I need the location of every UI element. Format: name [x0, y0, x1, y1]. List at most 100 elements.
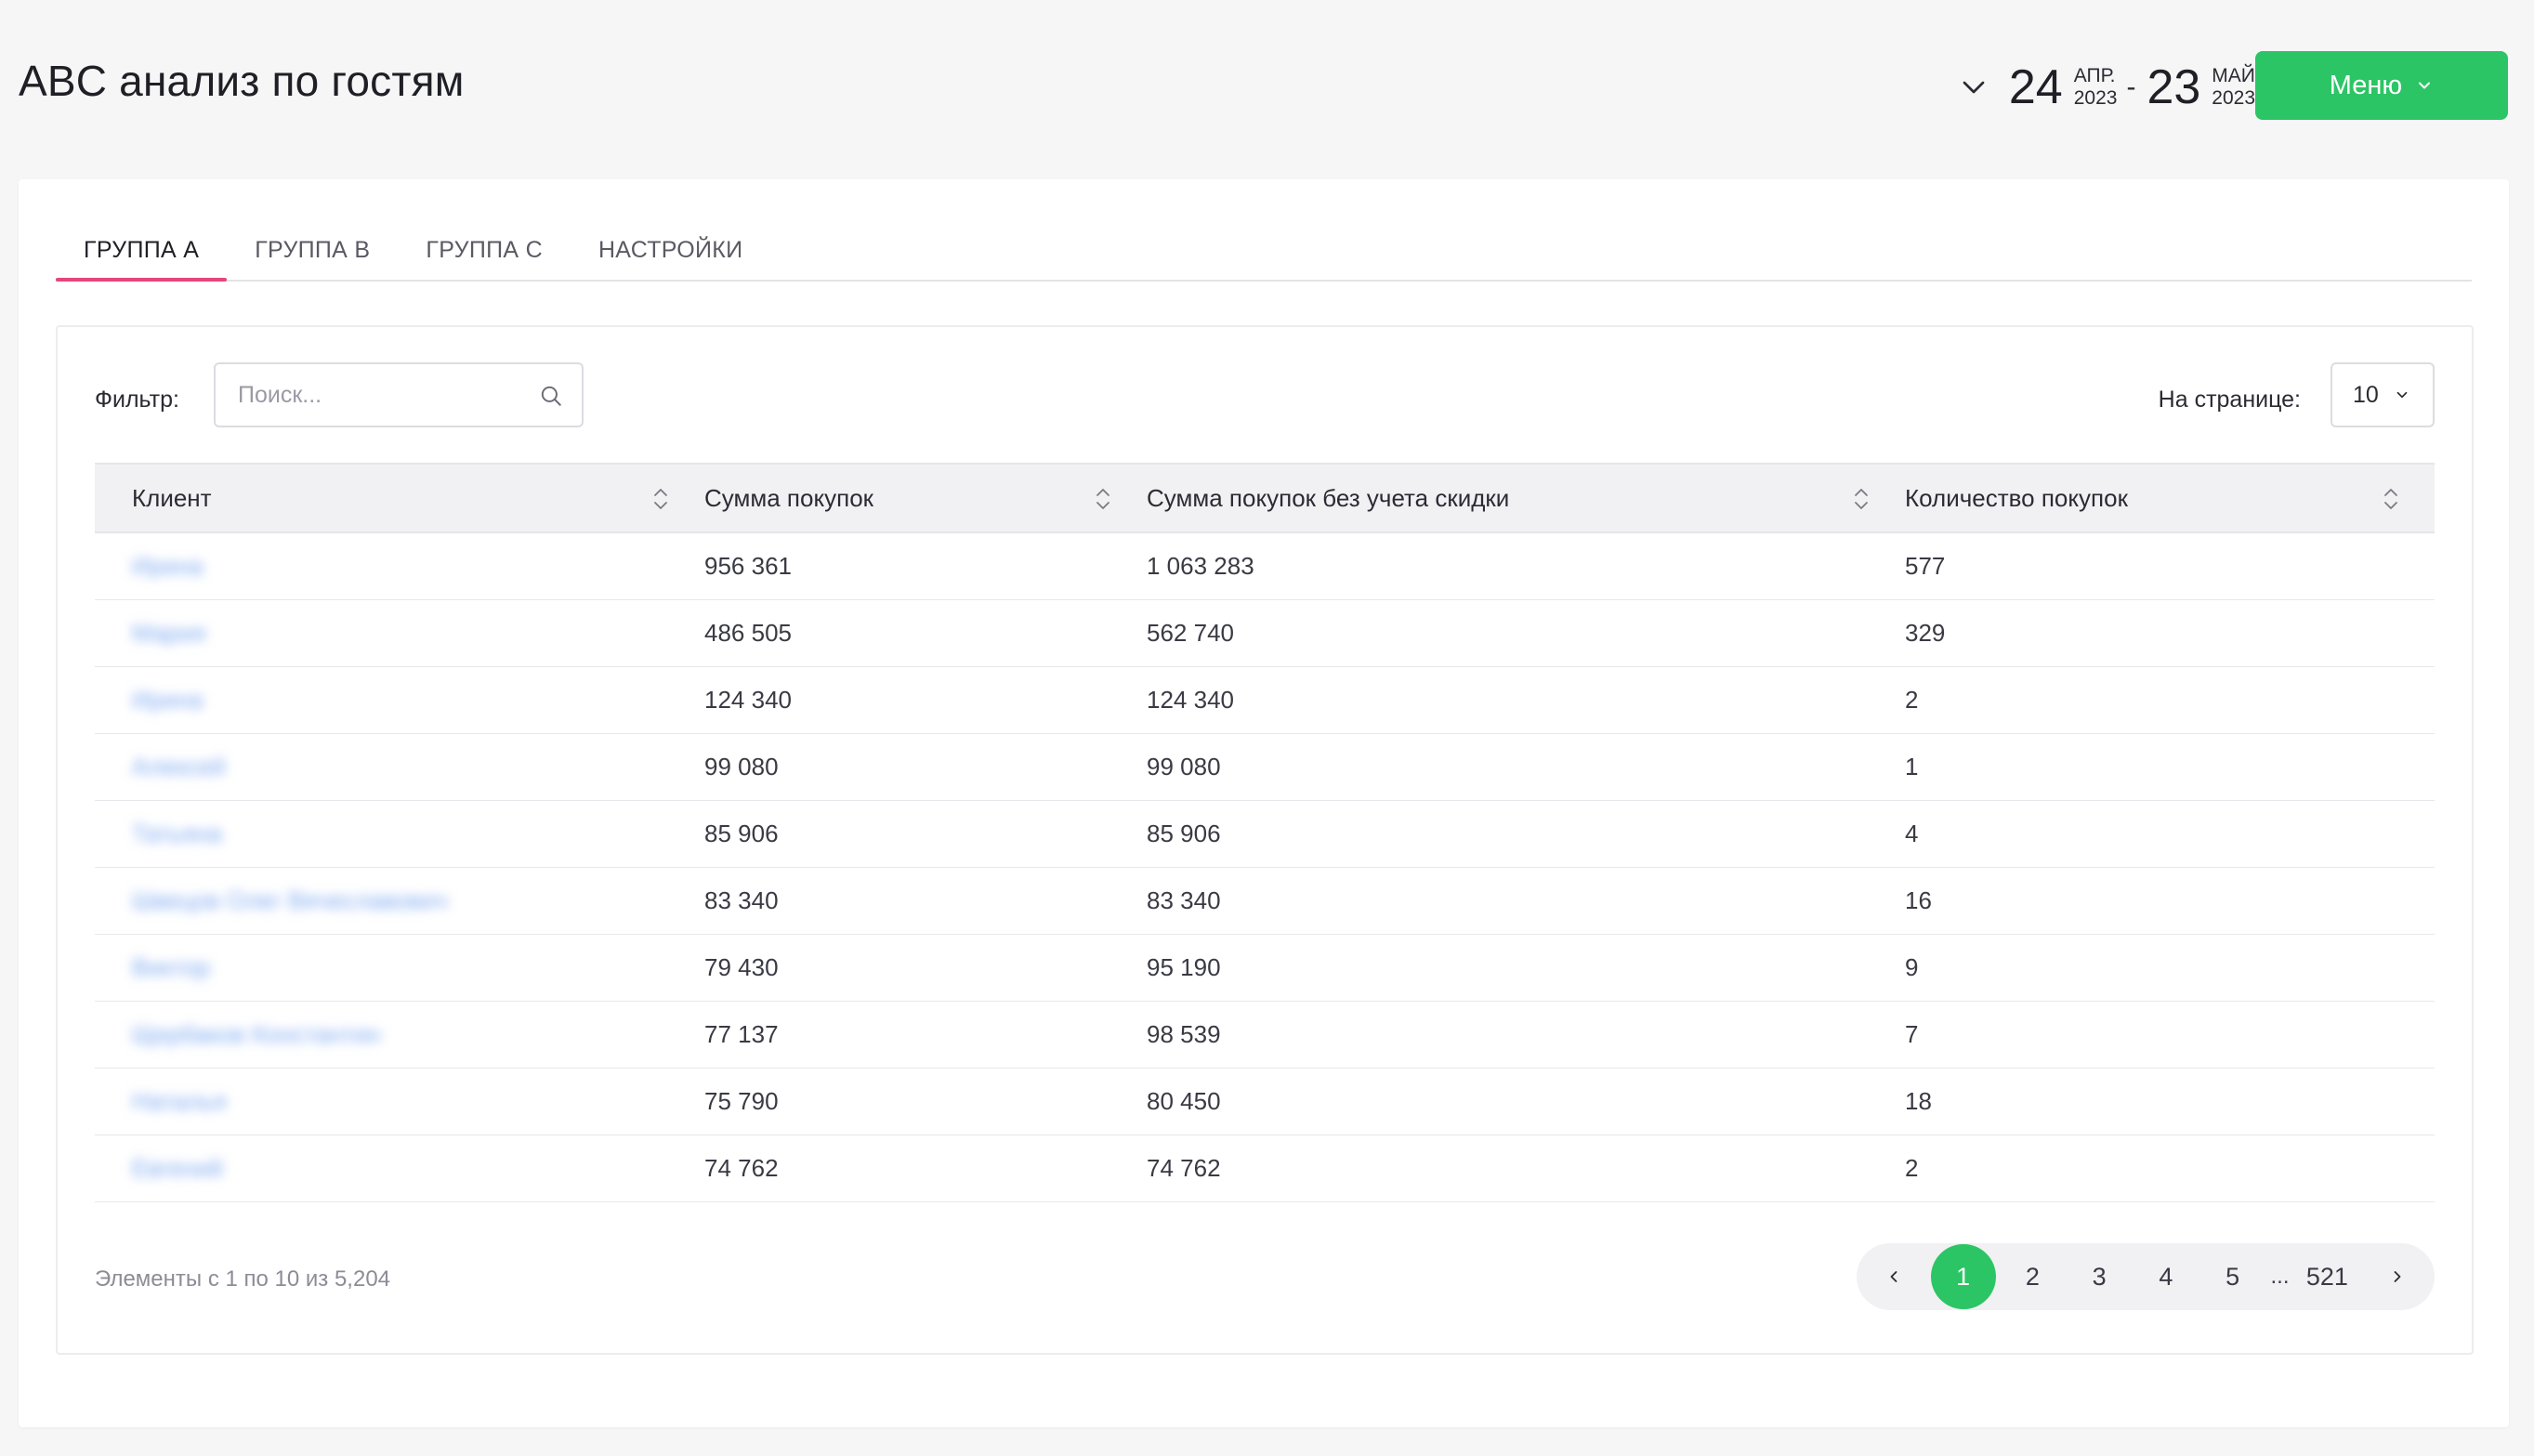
- column-header-label: Клиент: [132, 483, 212, 512]
- chevron-down-icon[interactable]: [1955, 69, 1992, 106]
- content-card: ГРУППА A ГРУППА B ГРУППА C НАСТРОЙКИ Фил…: [19, 179, 2509, 1427]
- data-table: Клиент Сумма покупок: [95, 463, 2435, 1202]
- sum-cell: 85 906: [704, 800, 1147, 868]
- sum-cell: 79 430: [704, 934, 1147, 1002]
- column-header-label: Сумма покупок без учета скидки: [1147, 483, 1510, 512]
- client-cell[interactable]: Швецов Олег Вячеславович: [95, 867, 704, 935]
- date-start-month: АПР.: [2073, 65, 2116, 86]
- table-row: Виктор 79 430 95 190 9: [95, 934, 2435, 1002]
- sum-no-discount-cell: 85 906: [1147, 800, 1905, 868]
- filter-label: Фильтр:: [95, 387, 179, 413]
- date-start-meta: АПР. 2023: [2074, 65, 2118, 110]
- sort-icon[interactable]: [650, 485, 671, 513]
- sum-no-discount-cell: 98 539: [1147, 1001, 1905, 1069]
- client-link[interactable]: Наталья: [132, 1087, 227, 1115]
- table-row: Татьяна 85 906 85 906 4: [95, 800, 2435, 868]
- count-cell: 7: [1905, 1001, 2435, 1069]
- pagination-page-button[interactable]: 2: [2025, 1262, 2040, 1291]
- client-cell[interactable]: Мария: [95, 599, 704, 667]
- chevron-right-icon: [2394, 1271, 2401, 1282]
- sum-cell: 77 137: [704, 1001, 1147, 1069]
- per-page-select[interactable]: 10: [2330, 362, 2435, 427]
- pagination-ellipsis: ...: [2270, 1264, 2290, 1289]
- count-cell: 2: [1905, 666, 2435, 734]
- client-cell[interactable]: Наталья: [95, 1068, 704, 1135]
- client-link[interactable]: Виктор: [132, 953, 211, 981]
- client-link[interactable]: Алексей: [132, 753, 226, 780]
- client-link[interactable]: Ирина: [132, 552, 204, 580]
- count-cell: 9: [1905, 934, 2435, 1002]
- sum-no-discount-cell: 80 450: [1147, 1068, 1905, 1135]
- column-header-label: Количество покупок: [1905, 483, 2128, 512]
- sum-no-discount-cell: 562 740: [1147, 599, 1905, 667]
- sum-no-discount-cell: 1 063 283: [1147, 532, 1905, 600]
- table-row: Евгений 74 762 74 762 2: [95, 1135, 2435, 1202]
- client-link[interactable]: Татьяна: [132, 820, 222, 847]
- pagination-next-button[interactable]: [2360, 1243, 2435, 1310]
- table-row: Швецов Олег Вячеславович 83 340 83 340 1…: [95, 867, 2435, 935]
- menu-button-label: Меню: [2329, 70, 2403, 100]
- sum-cell: 83 340: [704, 867, 1147, 935]
- count-cell: 577: [1905, 532, 2435, 600]
- client-link[interactable]: Мария: [132, 619, 206, 647]
- sum-no-discount-cell: 95 190: [1147, 934, 1905, 1002]
- client-cell[interactable]: Щербаков Константин: [95, 1001, 704, 1069]
- tab-group-c[interactable]: ГРУППА C: [426, 237, 543, 263]
- column-header-label: Сумма покупок: [704, 483, 874, 512]
- pagination-page-button[interactable]: 4: [2159, 1262, 2173, 1291]
- column-header-client[interactable]: Клиент: [95, 463, 704, 533]
- per-page-label: На странице:: [2158, 387, 2301, 413]
- per-page-value: 10: [2353, 381, 2379, 408]
- client-link[interactable]: Швецов Олег Вячеславович: [132, 886, 448, 914]
- sort-icon[interactable]: [1851, 485, 1871, 513]
- column-header-count[interactable]: Количество покупок: [1905, 463, 2435, 533]
- table-row: Ирина 124 340 124 340 2: [95, 666, 2435, 734]
- client-cell[interactable]: Ирина: [95, 666, 704, 734]
- tab-group-b[interactable]: ГРУППА B: [255, 237, 371, 263]
- tab-settings[interactable]: НАСТРОЙКИ: [597, 237, 743, 263]
- table-panel: Фильтр: На странице: 10: [56, 325, 2474, 1355]
- chevron-left-icon: [1890, 1271, 1897, 1282]
- pagination-last-page-button[interactable]: 521: [2305, 1262, 2348, 1291]
- count-cell: 1: [1905, 733, 2435, 801]
- client-link[interactable]: Евгений: [132, 1154, 223, 1182]
- client-cell[interactable]: Ирина: [95, 532, 704, 600]
- pagination-page-button[interactable]: 3: [2092, 1262, 2107, 1291]
- top-bar: ABC анализ по гостям 24 АПР. 2023 - 23 М…: [0, 0, 2534, 177]
- table-header-row: Клиент Сумма покупок: [95, 463, 2435, 533]
- client-link[interactable]: Ирина: [132, 686, 204, 714]
- count-cell: 2: [1905, 1135, 2435, 1202]
- date-end-day: 23: [2147, 60, 2201, 114]
- date-start-year: 2023: [2073, 87, 2118, 109]
- page-title: ABC анализ по гостям: [19, 57, 465, 105]
- sum-no-discount-cell: 99 080: [1147, 733, 1905, 801]
- client-cell[interactable]: Виктор: [95, 934, 704, 1002]
- sort-icon[interactable]: [1093, 485, 1113, 513]
- column-header-sum-no-discount[interactable]: Сумма покупок без учета скидки: [1147, 463, 1905, 533]
- client-link[interactable]: Щербаков Константин: [132, 1020, 381, 1048]
- sum-no-discount-cell: 83 340: [1147, 867, 1905, 935]
- client-cell[interactable]: Татьяна: [95, 800, 704, 868]
- pagination-info: Элементы с 1 по 10 из 5,204: [95, 1266, 391, 1292]
- pagination-page-button[interactable]: 5: [2225, 1262, 2240, 1291]
- menu-button[interactable]: Меню: [2255, 51, 2508, 120]
- table-body: Ирина 956 361 1 063 283 577 Мария 486 50…: [95, 532, 2435, 1202]
- sum-no-discount-cell: 124 340: [1147, 666, 1905, 734]
- date-range-picker[interactable]: 24 АПР. 2023 - 23 МАЙ 2023: [1955, 58, 2255, 117]
- tab-group-a[interactable]: ГРУППА A: [56, 233, 228, 282]
- sort-icon[interactable]: [2381, 485, 2401, 513]
- sum-no-discount-cell: 74 762: [1147, 1135, 1905, 1202]
- sum-cell: 74 762: [704, 1135, 1147, 1202]
- search-input[interactable]: [216, 380, 537, 410]
- client-cell[interactable]: Алексей: [95, 733, 704, 801]
- client-cell[interactable]: Евгений: [95, 1135, 704, 1202]
- column-header-sum[interactable]: Сумма покупок: [704, 463, 1147, 533]
- search-box: [214, 362, 584, 427]
- pagination-page-button[interactable]: 1: [1930, 1244, 1996, 1309]
- chevron-down-icon: [2396, 391, 2408, 399]
- search-icon[interactable]: [539, 384, 563, 408]
- table-row: Ирина 956 361 1 063 283 577: [95, 532, 2435, 600]
- date-separator: -: [2126, 72, 2136, 102]
- table-row: Щербаков Константин 77 137 98 539 7: [95, 1001, 2435, 1069]
- pagination-prev-button[interactable]: [1857, 1243, 1931, 1310]
